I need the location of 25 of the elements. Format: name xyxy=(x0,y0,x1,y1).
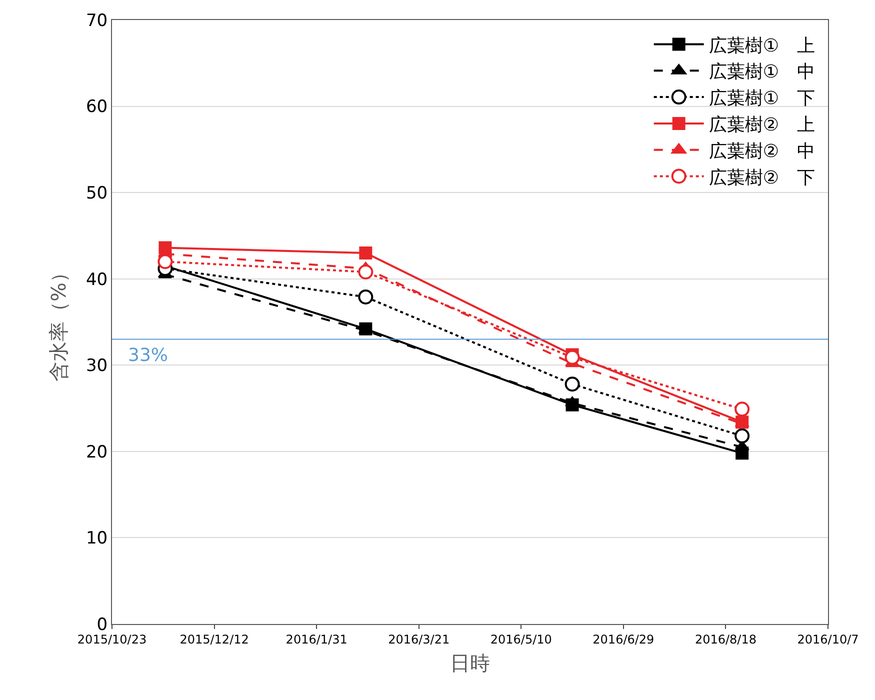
y-tick-label: 10 xyxy=(86,528,108,549)
x-tick-label: 2015/12/12 xyxy=(180,632,249,646)
x-tick-label: 2016/6/29 xyxy=(592,632,654,646)
legend-label: 広葉樹② 上 xyxy=(708,114,815,136)
ref-line-label: 33% xyxy=(128,345,168,366)
x-tick-label: 2016/5/10 xyxy=(490,632,552,646)
legend-label: 広葉樹① 中 xyxy=(708,62,815,83)
y-axis-title: 含水率（%） xyxy=(46,262,70,382)
x-tick-label: 2016/10/7 xyxy=(797,632,859,646)
y-tick-label: 70 xyxy=(86,10,108,31)
y-tick-label: 0 xyxy=(96,614,108,635)
legend-label: 広葉樹① 下 xyxy=(708,88,815,110)
legend-label: 広葉樹② 下 xyxy=(708,167,815,188)
x-axis-title: 日時 xyxy=(450,650,490,675)
y-tick-label: 60 xyxy=(86,97,108,118)
y-tick-label: 50 xyxy=(86,184,108,204)
x-tick-label: 2016/3/21 xyxy=(388,632,450,646)
y-tick-label: 20 xyxy=(86,442,108,462)
legend-label: 広葉樹② 中 xyxy=(708,140,815,162)
x-tick-label: 2016/1/31 xyxy=(286,632,348,646)
y-tick-label: 40 xyxy=(86,270,108,290)
y-tick-label: 30 xyxy=(86,356,108,376)
x-tick-label: 2016/8/18 xyxy=(694,632,756,646)
x-tick-label: 2015/10/23 xyxy=(77,632,147,646)
legend-label: 広葉樹① 上 xyxy=(708,35,815,56)
